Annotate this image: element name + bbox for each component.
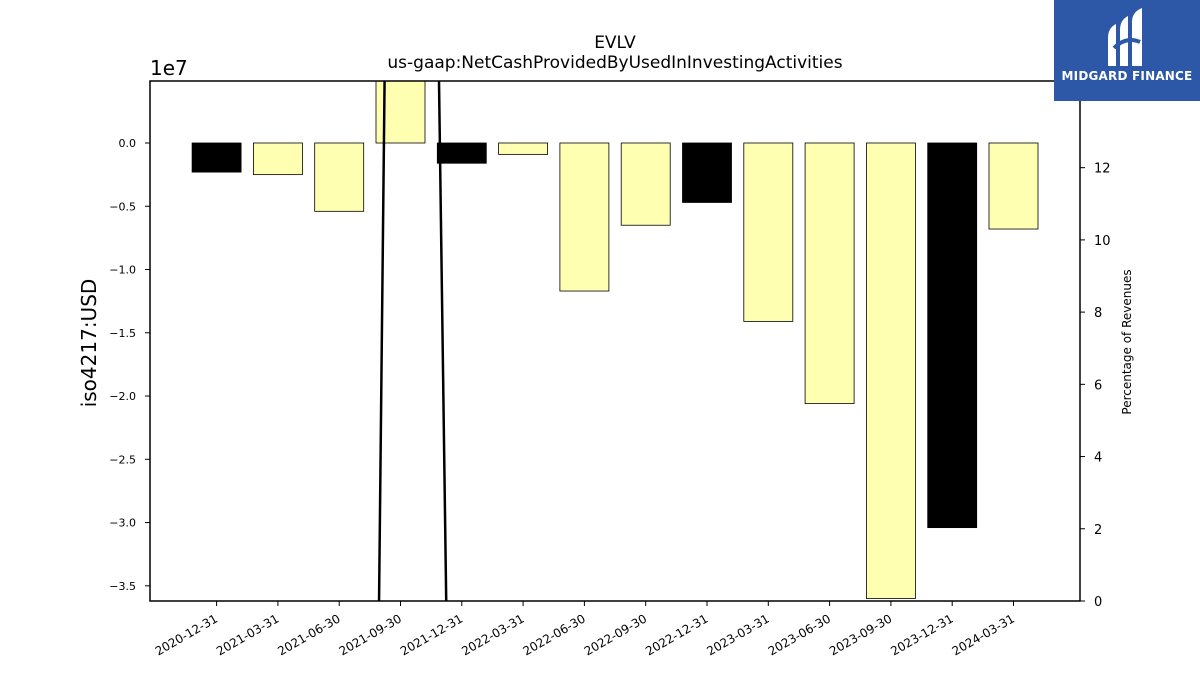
y-tick-label: −1.0 xyxy=(109,264,136,277)
x-tick-label: 2024-03-31 xyxy=(950,611,1017,658)
percentage-line xyxy=(377,81,448,601)
y2-tick-label: 8 xyxy=(1094,306,1102,321)
bar-2022-09-30 xyxy=(620,142,671,226)
y2-tick-label: 12 xyxy=(1094,162,1111,177)
y-tick-label: −2.5 xyxy=(109,453,136,466)
plot-frame xyxy=(149,80,1081,602)
midgard-logo-icon xyxy=(1108,8,1142,66)
x-tick-label: 2023-03-31 xyxy=(704,611,771,658)
x-tick-label: 2022-09-30 xyxy=(582,611,649,658)
midgard-finance-logo: MIDGARD FINANCE xyxy=(1054,0,1200,101)
bar-2021-03-31 xyxy=(252,142,303,176)
y-axis-label: iso4217:USD xyxy=(77,279,101,408)
y-tick-label: −3.0 xyxy=(109,517,136,530)
bar-2022-12-31 xyxy=(682,142,732,203)
x-tick-label: 2020-12-31 xyxy=(153,611,220,658)
bar-2023-09-30 xyxy=(866,142,916,599)
bars-group xyxy=(191,81,1039,599)
y2-tick-label: 2 xyxy=(1094,523,1102,538)
bar-2023-12-31 xyxy=(927,142,978,529)
y-tick-label: −2.0 xyxy=(109,390,136,403)
x-tick-label: 2022-12-31 xyxy=(643,611,710,658)
x-tick-label: 2021-09-30 xyxy=(337,611,404,658)
chart-subtitle: us-gaap:NetCashProvidedByUsedInInvesting… xyxy=(387,53,842,73)
bar-2024-03-31 xyxy=(988,142,1039,230)
x-tick-label: 2021-12-31 xyxy=(398,611,465,658)
x-tick-label: 2022-06-30 xyxy=(520,611,587,658)
y-tick-label: −0.5 xyxy=(109,200,136,213)
bar-2022-03-31 xyxy=(498,142,549,155)
logo-text: MIDGARD FINANCE xyxy=(1061,69,1193,83)
y-tick-label: −1.5 xyxy=(109,327,136,340)
bar-2023-06-30 xyxy=(804,142,855,405)
bar-2020-12-31 xyxy=(191,142,242,173)
bar-2022-06-30 xyxy=(559,142,610,292)
chart-title: EVLV xyxy=(594,33,636,53)
percentage-line-group xyxy=(377,81,448,601)
y-offset-label: 1e7 xyxy=(150,56,188,80)
y-tick-label: 0.0 xyxy=(119,137,137,150)
y2-tick-label: 4 xyxy=(1094,451,1102,466)
bar-2021-12-31 xyxy=(436,142,487,164)
x-tick-label: 2023-09-30 xyxy=(827,611,894,658)
x-tick-label: 2023-06-30 xyxy=(766,611,833,658)
y-tick-label: −3.5 xyxy=(109,580,136,593)
x-tick-label: 2021-03-31 xyxy=(214,611,281,658)
x-tick-label: 2023-12-31 xyxy=(888,611,955,658)
y2-axis-label: Percentage of Revenues xyxy=(1120,269,1134,414)
x-tick-label: 2021-06-30 xyxy=(275,611,342,658)
y2-tick-label: 0 xyxy=(1094,595,1102,610)
bar-2021-06-30 xyxy=(314,142,365,212)
y2-tick-label: 10 xyxy=(1094,234,1111,249)
x-tick-label: 2022-03-31 xyxy=(459,611,526,658)
bar-2023-03-31 xyxy=(743,142,794,322)
y2-tick-label: 6 xyxy=(1094,378,1102,393)
